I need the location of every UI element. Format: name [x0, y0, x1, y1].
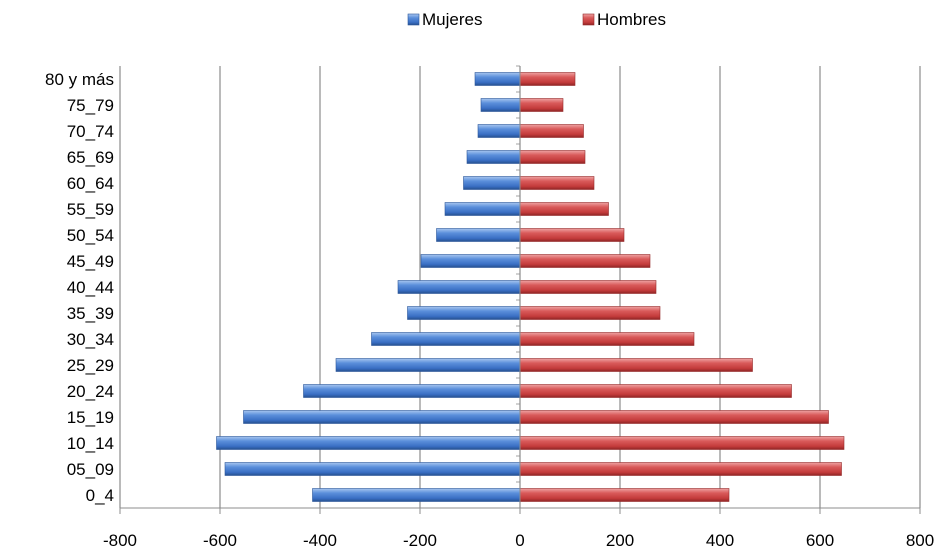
y-tick-label: 10_14: [67, 434, 114, 453]
legend-swatch: [407, 13, 420, 26]
bar-mujeres: [243, 410, 521, 424]
bar-mujeres: [224, 462, 521, 476]
y-tick-label: 05_09: [67, 460, 114, 479]
x-tick-label: -200: [403, 531, 437, 550]
x-tick-label: 400: [706, 531, 734, 550]
bar-hombres: [519, 72, 576, 86]
axes: -800 -600 -400 -200 0 200 400 600 800 80 y más 75_…: [45, 65, 934, 550]
bar-hombres: [519, 98, 564, 112]
legend-swatch: [582, 13, 595, 26]
bar-hombres: [519, 332, 695, 346]
bar-hombres: [519, 124, 584, 138]
bar-mujeres: [480, 98, 521, 112]
bar-hombres: [519, 228, 625, 242]
x-tick-label: 800: [906, 531, 934, 550]
bar-mujeres: [312, 488, 521, 502]
y-tick-label: 30_34: [67, 330, 114, 349]
x-tick-label: -600: [203, 531, 237, 550]
bar-mujeres: [436, 228, 521, 242]
y-tick-label: 35_39: [67, 304, 114, 323]
y-tick-label: 60_64: [67, 174, 114, 193]
bar-hombres: [519, 436, 845, 450]
bar-mujeres: [474, 72, 521, 86]
x-tick-label: -400: [303, 531, 337, 550]
y-tick-label: 75_79: [67, 96, 114, 115]
bar-hombres: [519, 150, 586, 164]
bar-hombres: [519, 358, 753, 372]
y-tick-label: 40_44: [67, 278, 114, 297]
x-tick-label: 600: [806, 531, 834, 550]
bar-hombres: [519, 202, 609, 216]
y-tick-label: 0_4: [86, 486, 114, 505]
legend-label: Hombres: [597, 10, 666, 29]
y-tick-label: 70_74: [67, 122, 114, 141]
bar-hombres: [519, 280, 657, 294]
y-tick-label: 20_24: [67, 382, 114, 401]
bar-mujeres: [444, 202, 521, 216]
bar-mujeres: [303, 384, 521, 398]
bar-mujeres: [463, 176, 521, 190]
bar-mujeres: [216, 436, 521, 450]
bar-mujeres: [466, 150, 521, 164]
y-tick-label: 55_59: [67, 200, 114, 219]
bar-mujeres: [371, 332, 521, 346]
x-tick-label: 200: [606, 531, 634, 550]
bar-hombres: [519, 254, 651, 268]
bar-mujeres: [407, 306, 521, 320]
bars: [216, 72, 845, 502]
bar-hombres: [519, 384, 792, 398]
y-tick-label: 65_69: [67, 148, 114, 167]
bar-hombres: [519, 410, 829, 424]
legend-label: Mujeres: [422, 10, 482, 29]
bar-mujeres: [477, 124, 521, 138]
bar-mujeres: [397, 280, 521, 294]
legend: Mujeres Hombres: [407, 10, 666, 29]
x-tick-label: -800: [103, 531, 137, 550]
x-tick-label: 0: [515, 531, 524, 550]
bar-hombres: [519, 488, 730, 502]
bar-hombres: [519, 306, 661, 320]
y-tick-label: 45_49: [67, 252, 114, 271]
y-tick-label: 25_29: [67, 356, 114, 375]
y-tick-label: 50_54: [67, 226, 114, 245]
bar-hombres: [519, 462, 842, 476]
bar-hombres: [519, 176, 595, 190]
y-tick-label: 80 y más: [45, 70, 114, 89]
bar-mujeres: [420, 254, 521, 268]
y-tick-label: 15_19: [67, 408, 114, 427]
bar-mujeres: [335, 358, 521, 372]
